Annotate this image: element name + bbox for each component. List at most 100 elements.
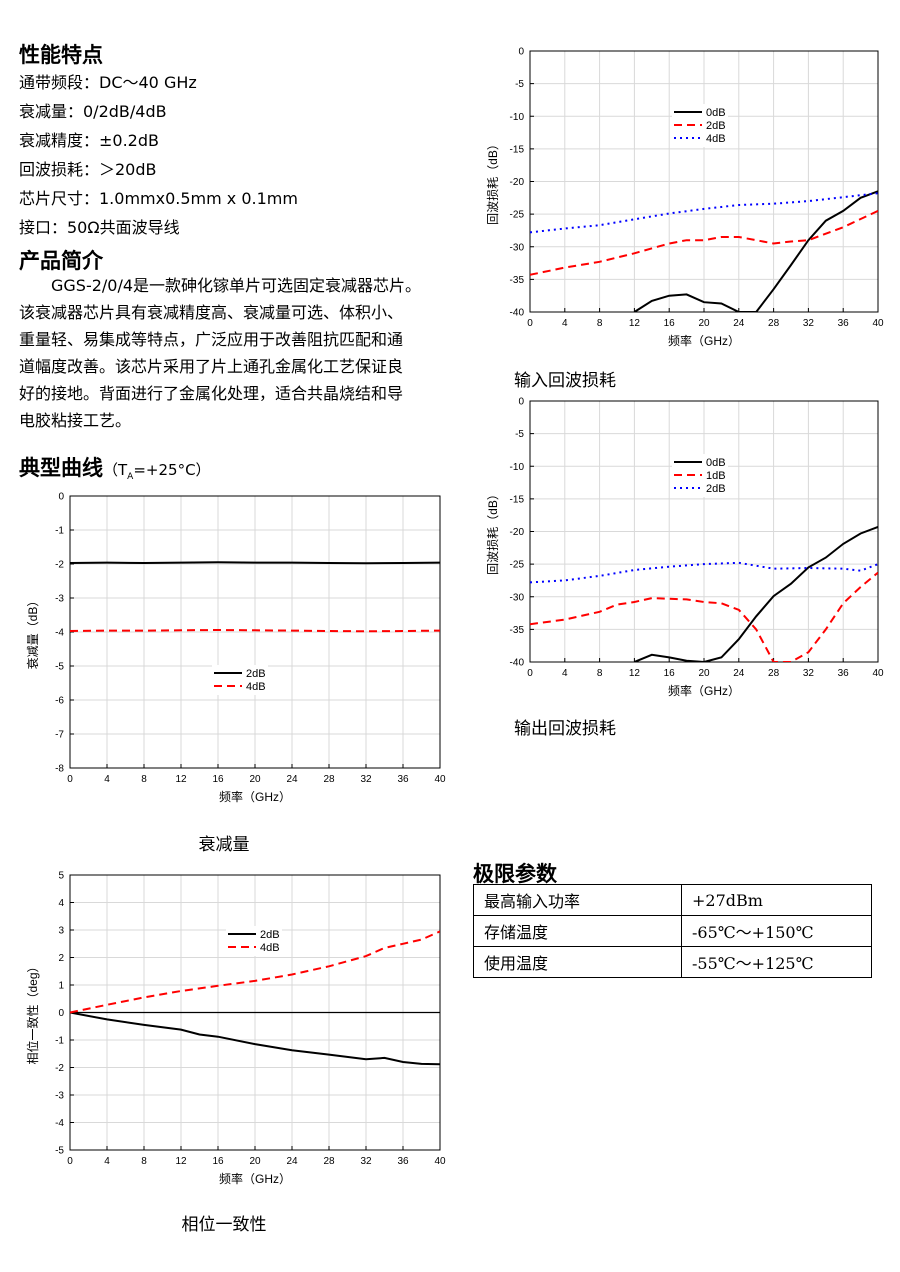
x-tick-label: 28 (323, 1156, 335, 1167)
phase-consistency-svg: 0 4 8 12 16 20 24 28 32 36 40543210-1-2-3-4-5频率（GH… (25, 871, 446, 1187)
legend-label: 0dB (706, 457, 726, 469)
y-tick-label: 2 (58, 953, 64, 964)
caption-attenuation: 衰减量 (198, 835, 250, 855)
series-line-4dB (70, 930, 440, 1014)
intro-line: 重量轻、易集成等特点，广泛应用于改善阻抗匹配和通 (19, 330, 404, 349)
x-tick-label: 36 (397, 774, 409, 785)
legend-label: 4dB (706, 133, 726, 145)
feature-accuracy: 衰减精度：±0.2dB (19, 131, 159, 150)
caption-phase-consistency: 相位一致性 (181, 1215, 267, 1235)
x-tick-label: 12 (175, 1156, 187, 1167)
y-tick-label: -40 (510, 308, 525, 319)
x-axis-label: 频率（GHz） (219, 1171, 291, 1186)
x-tick-label: 40 (434, 774, 446, 785)
limits-heading: 极限参数 (473, 862, 557, 886)
y-tick-label: -10 (510, 462, 525, 473)
y-tick-label: -5 (515, 79, 524, 90)
table-row: 最高输入功率 +27dBm (473, 884, 872, 916)
x-tick-label: 40 (872, 318, 884, 329)
x-tick-label: 32 (360, 774, 372, 785)
legend-label: 2dB (706, 483, 726, 495)
caption-output-return-loss: 输出回波损耗 (514, 719, 616, 739)
limit-param: 使用温度 (473, 946, 682, 978)
y-tick-label: -20 (510, 177, 525, 188)
limits-table: 最高输入功率 +27dBm 存储温度 -65℃～+150℃ 使用温度 -55℃～… (473, 884, 872, 978)
legend-label: 4dB (260, 942, 280, 954)
x-tick-label: 40 (434, 1156, 446, 1167)
series-line-2dB (530, 209, 878, 276)
y-tick-label: -1 (55, 526, 64, 537)
x-tick-label: 28 (768, 318, 780, 329)
x-tick-label: 8 (597, 668, 603, 679)
x-tick-label: 8 (141, 1156, 147, 1167)
limit-param: 存储温度 (473, 915, 682, 947)
legend-box (212, 665, 268, 695)
chart-attenuation: 0 4 8 12 16 20 24 28 32 36 40 0 -1 -2 -3 -4 -5 -6 -7 -8 频率（G… (18, 489, 450, 823)
x-tick-label: 36 (838, 318, 850, 329)
intro-line: 电胶粘接工艺。 (19, 411, 132, 430)
series-line-0dB (634, 525, 878, 662)
y-tick-label: 1 (58, 981, 64, 992)
x-tick-label: 20 (698, 318, 710, 329)
y-tick-label: -35 (510, 625, 525, 636)
series-line-2dB (70, 561, 440, 565)
y-tick-label: 0 (58, 1008, 64, 1019)
y-tick-label: -4 (55, 1118, 64, 1129)
x-tick-label: 36 (397, 1156, 409, 1167)
limit-value: -65℃～+150℃ (681, 915, 872, 947)
x-tick-label: 24 (286, 774, 298, 785)
series-line-2dB (530, 561, 878, 584)
x-tick-label: 16 (664, 318, 676, 329)
feature-chip-size: 芯片尺寸：1.0mmx0.5mm x 0.1mm (19, 189, 298, 208)
x-tick-label: 20 (698, 668, 710, 679)
feature-interface: 接口：50Ω共面波导线 (19, 218, 180, 237)
series-line-2dB (70, 1011, 440, 1066)
x-tick-label: 0 (527, 318, 533, 329)
y-tick-label: -6 (55, 696, 64, 707)
intro-heading: 产品简介 (19, 249, 103, 273)
attenuation-svg: 0 4 8 12 16 20 24 28 32 36 40 0 -1 -2 -3 -4 -5 -6 -7 -8 频率（G… (25, 492, 446, 805)
x-tick-label: 20 (249, 774, 261, 785)
y-tick-label: 0 (518, 47, 524, 58)
legend-label: 1dB (706, 470, 726, 482)
legend-label: 0dB (706, 107, 726, 119)
series-line-4dB (70, 628, 440, 633)
x-tick-label: 20 (249, 1156, 261, 1167)
y-tick-label: 4 (58, 898, 64, 909)
x-tick-label: 32 (803, 668, 815, 679)
x-tick-label: 24 (733, 668, 745, 679)
x-tick-label: 24 (733, 318, 745, 329)
x-tick-label: 8 (141, 774, 147, 785)
y-tick-label: -5 (55, 1146, 64, 1157)
x-tick-label: 12 (175, 774, 187, 785)
x-tick-label: 36 (838, 668, 850, 679)
x-tick-label: 32 (803, 318, 815, 329)
feature-attenuation: 衰减量：0/2dB/4dB (19, 102, 167, 121)
output-return-loss-svg: 0 4 8 12 16 20 24 28 32 36 40 0 -5 -10 -15 -20 -25 -30 -35… (486, 397, 884, 699)
table-row: 存储温度 -65℃～+150℃ (473, 915, 872, 947)
y-axis-label: 相位一致性（deg） (25, 960, 40, 1064)
y-tick-label: 0 (58, 492, 64, 503)
curves-condition: （TA=+25°C） (103, 461, 211, 482)
y-tick-label: 0 (518, 397, 524, 408)
y-tick-label: -25 (510, 560, 525, 571)
x-tick-label: 4 (562, 668, 568, 679)
x-tick-label: 12 (629, 668, 641, 679)
curves-heading: 典型曲线 (19, 456, 103, 480)
y-tick-label: -7 (55, 730, 64, 741)
y-tick-label: -2 (55, 560, 64, 571)
x-tick-label: 40 (872, 668, 884, 679)
y-tick-label: -15 (510, 494, 525, 505)
caption-input-return-loss: 输入回波损耗 (514, 371, 616, 391)
y-tick-label: -1 (55, 1036, 64, 1047)
legend-box (226, 926, 282, 956)
intro-line: 道幅度改善。该芯片采用了片上通孔金属化工艺保证良 (19, 357, 404, 376)
x-tick-label: 8 (597, 318, 603, 329)
y-tick-label: -8 (55, 764, 64, 775)
table-row: 使用温度 -55℃～+125℃ (473, 946, 872, 978)
x-tick-label: 32 (360, 1156, 372, 1167)
